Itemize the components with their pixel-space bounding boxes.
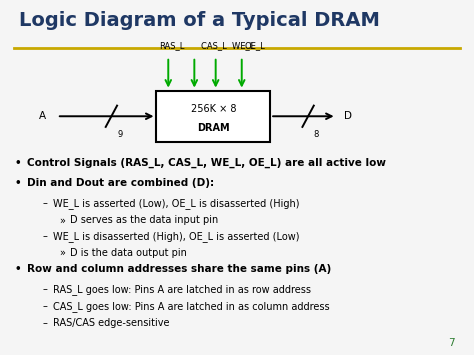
Text: –: – (43, 231, 47, 241)
Text: 256K × 8: 256K × 8 (191, 104, 236, 114)
Text: D is the data output pin: D is the data output pin (70, 248, 187, 258)
Text: 9: 9 (117, 130, 122, 140)
Text: 8: 8 (314, 130, 319, 140)
Text: RAS_L goes low: Pins A are latched in as row address: RAS_L goes low: Pins A are latched in as… (53, 284, 311, 295)
Text: RAS_L: RAS_L (159, 41, 184, 50)
Text: WE_L is disasserted (High), OE_L is asserted (Low): WE_L is disasserted (High), OE_L is asse… (53, 231, 300, 242)
Text: WE_L is asserted (Low), OE_L is disasserted (High): WE_L is asserted (Low), OE_L is disasser… (53, 198, 300, 209)
Text: Din and Dout are combined (D):: Din and Dout are combined (D): (27, 178, 215, 188)
Text: •: • (14, 264, 21, 274)
Text: RAS/CAS edge-sensitive: RAS/CAS edge-sensitive (53, 318, 170, 328)
Bar (156, 91, 270, 142)
Text: •: • (14, 158, 21, 168)
Text: A: A (39, 111, 46, 121)
Text: »: » (59, 215, 65, 225)
Text: •: • (14, 178, 21, 188)
Text: Row and column addresses share the same pins (A): Row and column addresses share the same … (27, 264, 332, 274)
Text: –: – (43, 318, 47, 328)
Text: Logic Diagram of a Typical DRAM: Logic Diagram of a Typical DRAM (19, 11, 380, 30)
Text: »: » (59, 248, 65, 258)
Text: –: – (43, 301, 47, 311)
Text: CAS_L  WE_L: CAS_L WE_L (201, 41, 255, 50)
Text: OE_L: OE_L (244, 41, 265, 50)
Text: 7: 7 (448, 338, 455, 348)
Text: D serves as the data input pin: D serves as the data input pin (70, 215, 218, 225)
Text: –: – (43, 198, 47, 208)
Text: Control Signals (RAS_L, CAS_L, WE_L, OE_L) are all active low: Control Signals (RAS_L, CAS_L, WE_L, OE_… (27, 158, 386, 168)
Text: –: – (43, 284, 47, 294)
Text: CAS_L goes low: Pins A are latched in as column address: CAS_L goes low: Pins A are latched in as… (53, 301, 330, 312)
Text: D: D (345, 111, 352, 121)
Text: DRAM: DRAM (197, 122, 229, 132)
